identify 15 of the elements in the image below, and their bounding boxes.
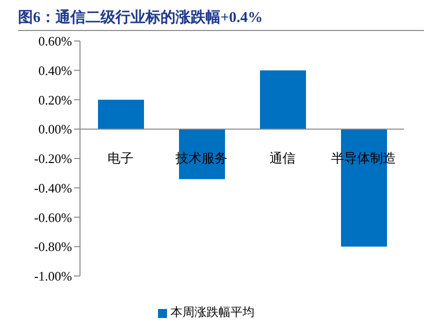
x-tick-label: 通信 (270, 150, 296, 166)
y-tick-label: -0.80% (34, 239, 72, 254)
legend-label: 本周涨跌幅平均 (170, 305, 254, 319)
y-tick-label: -0.40% (34, 180, 72, 196)
y-tick-label: -0.60% (34, 210, 72, 225)
bar (260, 70, 306, 130)
y-tick-label: 0.00% (38, 122, 72, 137)
y-tick-label: -1.00% (34, 268, 72, 284)
bar (98, 100, 144, 130)
chart-title: 图6：通信二级行业标的涨跌幅+0.4% (18, 8, 424, 31)
y-tick-label: -0.20% (34, 151, 72, 166)
y-tick-label: 0.20% (38, 92, 72, 108)
x-tick-label: 电子 (108, 150, 134, 166)
y-tick-label: 0.40% (38, 62, 72, 78)
y-tick-label: 0.60% (38, 34, 72, 49)
